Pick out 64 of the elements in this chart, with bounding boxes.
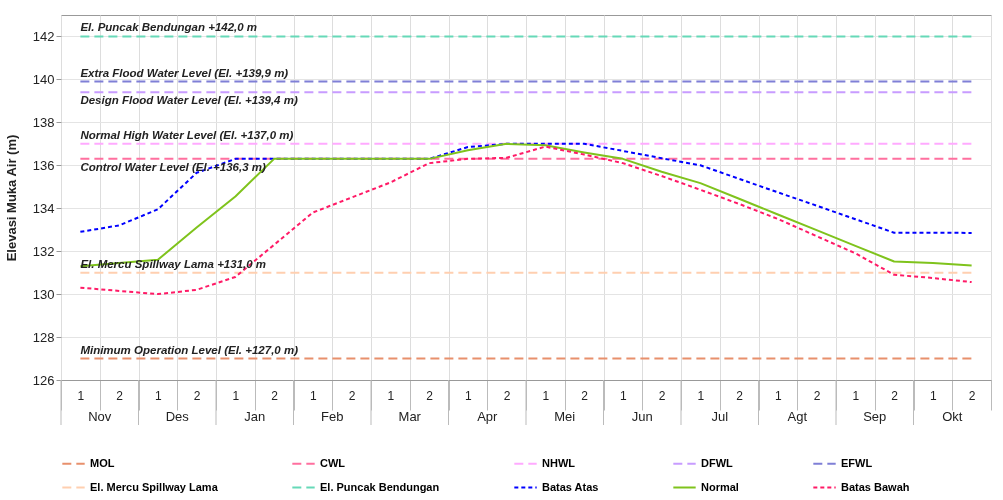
x-tick-label: 2 bbox=[116, 388, 124, 403]
legend-label: Normal bbox=[701, 480, 739, 493]
text: Mar bbox=[398, 409, 422, 424]
legend-label: NHWL bbox=[542, 456, 576, 469]
legend-label: El. Mercu Spillway Lama bbox=[90, 480, 219, 493]
text: Mei bbox=[554, 409, 576, 424]
x-tick-label: 2 bbox=[193, 388, 201, 403]
x-tick-label: 2 bbox=[658, 388, 666, 403]
y-tick-label: 136 bbox=[32, 157, 55, 173]
x-tick-label: 1 bbox=[310, 388, 318, 403]
line-series bbox=[79, 145, 973, 296]
x-tick-label: 1 bbox=[387, 388, 395, 403]
x-tick-label: 2 bbox=[271, 388, 279, 403]
x-tick-label: 1 bbox=[77, 388, 85, 403]
x-tick-label: 1 bbox=[232, 388, 240, 403]
legend-label: MOL bbox=[90, 456, 115, 469]
annotation: Normal High Water Level (El. +137,0 m) bbox=[80, 128, 294, 141]
x-tick-label: 2 bbox=[736, 388, 744, 403]
y-tick-label: 140 bbox=[32, 71, 55, 87]
text: Agt bbox=[787, 409, 808, 424]
text: Jul bbox=[711, 409, 729, 424]
y-tick-label: 134 bbox=[32, 200, 55, 216]
legend-label: Batas Atas bbox=[542, 480, 599, 493]
y-tick-label: 142 bbox=[32, 28, 55, 44]
x-tick-label: 2 bbox=[426, 388, 434, 403]
x-tick-label: 2 bbox=[813, 388, 821, 403]
annotation: Design Flood Water Level (El. +139,4 m) bbox=[80, 94, 298, 107]
legend-label: Batas Bawah bbox=[841, 480, 910, 493]
annotation: Control Water Level (El. +136,3 m) bbox=[80, 160, 266, 173]
text: Sep bbox=[863, 409, 887, 424]
annotation: Extra Flood Water Level (El. +139,9 m) bbox=[80, 66, 289, 79]
x-tick-label: 2 bbox=[891, 388, 899, 403]
x-tick-label: 1 bbox=[697, 388, 705, 403]
legend-label: DFWL bbox=[701, 456, 734, 469]
y-axis-title: Elevasi Muka Air (m) bbox=[3, 134, 19, 262]
annotation: El. Puncak Bendungan +142,0 m bbox=[80, 21, 258, 34]
x-tick-label: 1 bbox=[155, 388, 163, 403]
y-tick-label: 130 bbox=[32, 286, 55, 302]
text: Des bbox=[165, 409, 190, 424]
x-tick-label: 1 bbox=[852, 388, 860, 403]
legend-label: EFWL bbox=[841, 456, 873, 469]
y-tick-label: 132 bbox=[32, 243, 55, 259]
text: Nov bbox=[88, 409, 112, 424]
line-series bbox=[79, 142, 973, 268]
x-tick-label: 1 bbox=[542, 388, 550, 403]
x-tick-label: 2 bbox=[348, 388, 356, 403]
y-tick-label: 128 bbox=[32, 329, 55, 345]
x-tick-label: 1 bbox=[620, 388, 628, 403]
y-tick-label: 126 bbox=[32, 372, 55, 388]
legend-label: El. Puncak Bendungan bbox=[320, 480, 440, 493]
x-tick-label: 1 bbox=[930, 388, 938, 403]
y-tick-label: 138 bbox=[32, 114, 55, 130]
annotation: Minimum Operation Level (El. +127,0 m) bbox=[80, 343, 299, 356]
text: Jun bbox=[631, 409, 653, 424]
x-tick-label: 2 bbox=[503, 388, 511, 403]
x-tick-label: 2 bbox=[581, 388, 589, 403]
x-tick-label: 2 bbox=[968, 388, 976, 403]
text: Okt bbox=[942, 409, 963, 424]
x-tick-label: 1 bbox=[775, 388, 783, 403]
text: Apr bbox=[477, 409, 499, 424]
x-tick-label: 1 bbox=[465, 388, 473, 403]
legend-label: CWL bbox=[320, 456, 346, 469]
text: Feb bbox=[321, 409, 344, 424]
text: Jan bbox=[244, 409, 266, 424]
